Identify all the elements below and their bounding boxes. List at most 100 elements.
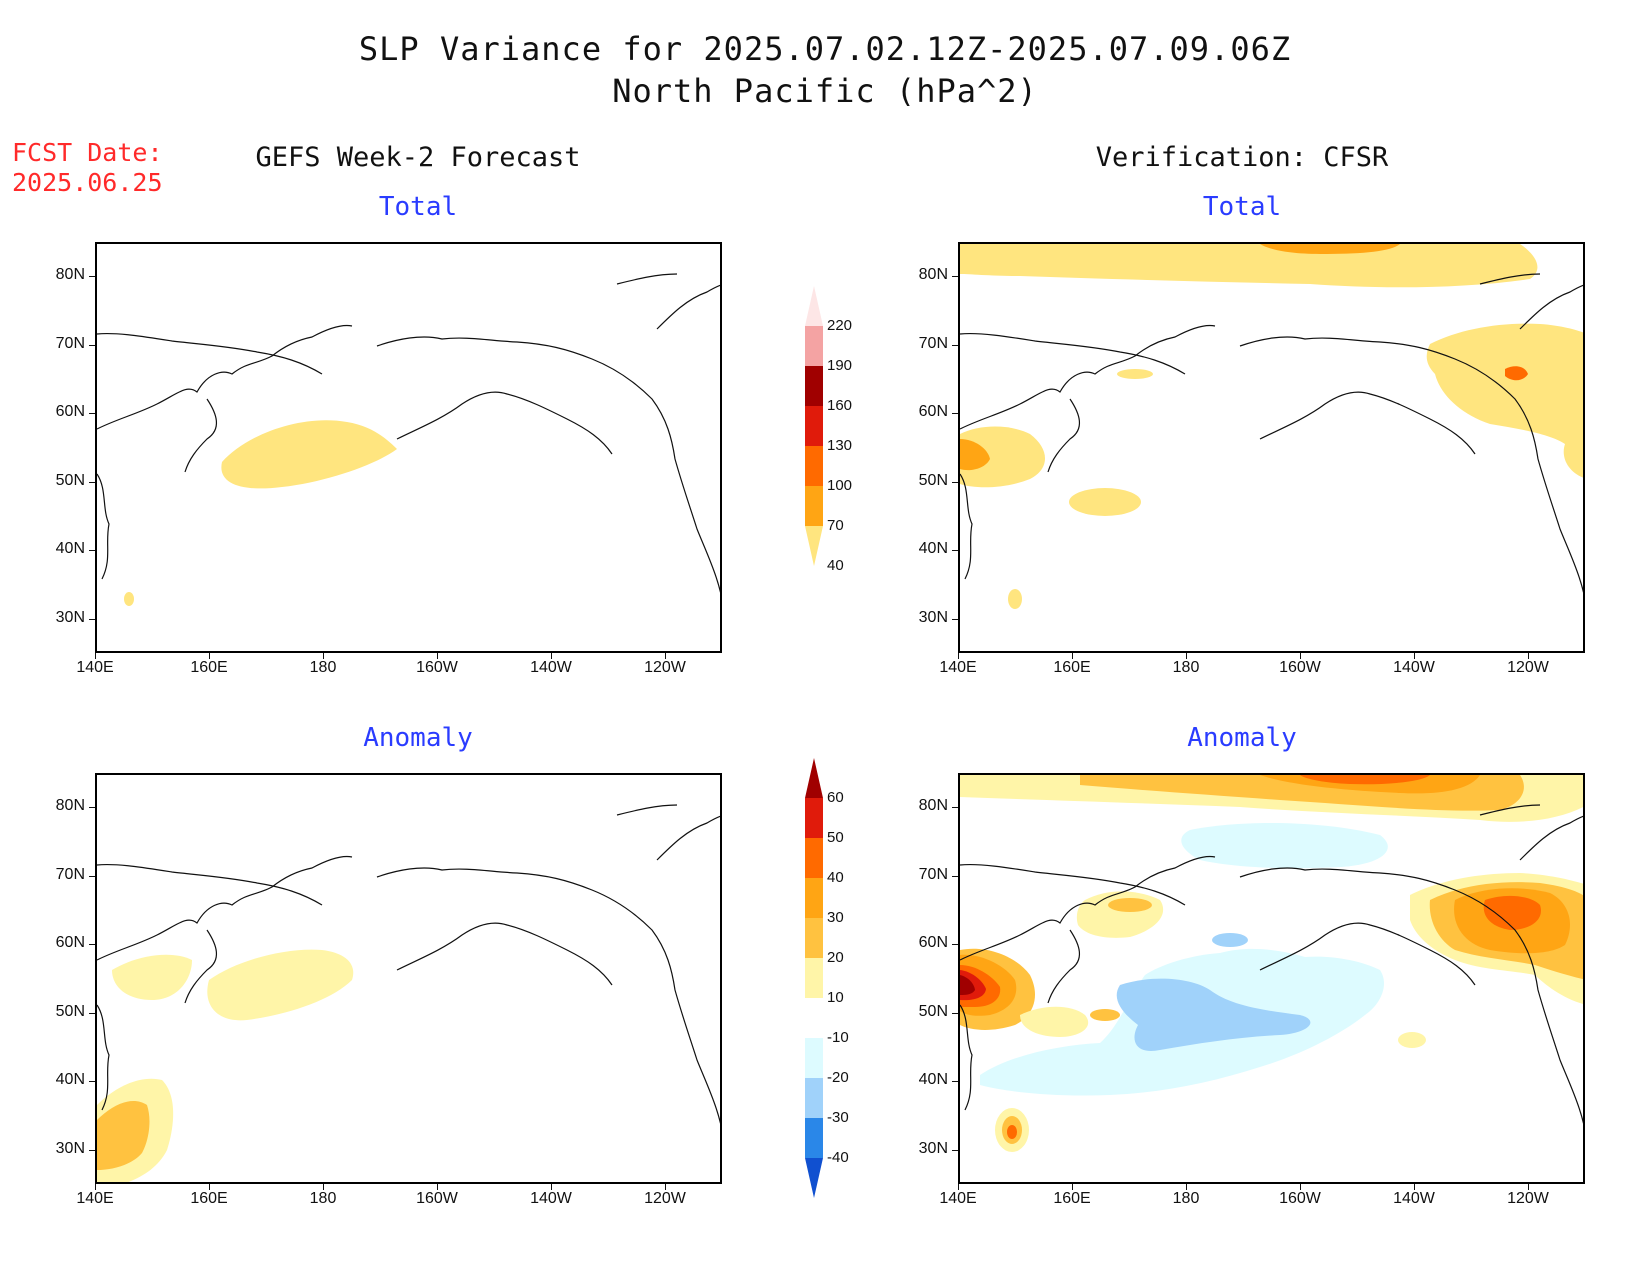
lat-tick-label-verification-anomaly: 70N xyxy=(918,865,948,883)
map-forecast-anomaly xyxy=(95,773,722,1184)
lon-tick-label-forecast-anomaly: 180 xyxy=(309,1190,337,1207)
colorbar-segment xyxy=(805,446,823,486)
lon-tick-label-forecast-total: 160E xyxy=(190,659,228,676)
lon-tick-mark xyxy=(209,653,210,659)
lon-tick-mark xyxy=(1072,653,1073,659)
lon-tick-mark xyxy=(1072,1184,1073,1190)
lon-tick-mark xyxy=(209,1184,210,1190)
lat-tick-label-forecast-anomaly: 50N xyxy=(55,1002,85,1020)
lon-tick-label-verification-anomaly: 140W xyxy=(1393,1190,1435,1207)
lon-tick-mark xyxy=(95,653,96,659)
lon-tick-label-forecast-anomaly: 160E xyxy=(190,1190,228,1207)
lat-tick-mark xyxy=(952,1013,958,1014)
lat-tick-label-verification-total: 60N xyxy=(918,403,948,421)
lat-tick-mark xyxy=(89,1013,95,1014)
map-verification-total xyxy=(958,242,1585,653)
lon-tick-mark xyxy=(1414,653,1415,659)
lat-tick-label-verification-anomaly: 30N xyxy=(918,1139,948,1157)
lat-tick-label-verification-total: 40N xyxy=(918,540,948,558)
lat-tick-label-forecast-anomaly: 70N xyxy=(55,865,85,883)
right-column-header: Verification: CFSR xyxy=(1095,142,1389,173)
lat-tick-label-forecast-total: 60N xyxy=(55,403,85,421)
shading-verification-anomaly xyxy=(960,775,1583,1152)
colorbar-label: 40 xyxy=(827,557,844,574)
lon-tick-label-forecast-anomaly: 140E xyxy=(76,1190,114,1207)
lon-tick-label-forecast-total: 120W xyxy=(644,659,686,676)
lat-tick-label-verification-anomaly: 80N xyxy=(918,797,948,815)
colorbar-segment xyxy=(805,998,823,1038)
lat-tick-mark xyxy=(89,1150,95,1151)
panel-title-verification-anomaly: Anomaly xyxy=(1187,723,1297,753)
lon-tick-mark xyxy=(551,1184,552,1190)
lon-tick-label-verification-total: 180 xyxy=(1172,659,1200,676)
shading-forecast-anomaly xyxy=(97,949,354,1182)
colorbar-segment xyxy=(805,798,823,838)
colorbar-label: -40 xyxy=(827,1149,849,1166)
panel-title-verification-total: Total xyxy=(1202,192,1282,222)
colorbar-label: -20 xyxy=(827,1069,849,1086)
lon-tick-mark xyxy=(437,653,438,659)
lon-tick-mark xyxy=(958,1184,959,1190)
lon-tick-mark xyxy=(958,653,959,659)
lon-tick-mark xyxy=(1414,1184,1415,1190)
lat-tick-mark xyxy=(952,876,958,877)
lon-tick-mark xyxy=(95,1184,96,1190)
lon-tick-label-forecast-anomaly: 160W xyxy=(416,1190,458,1207)
colorbar-segment xyxy=(805,838,823,878)
lat-tick-label-forecast-total: 70N xyxy=(55,334,85,352)
panel-title-forecast-total: Total xyxy=(378,192,458,222)
lon-tick-label-verification-anomaly: 140E xyxy=(939,1190,977,1207)
lon-tick-mark xyxy=(551,653,552,659)
colorbar-segment xyxy=(805,486,823,526)
colorbar-label: 20 xyxy=(827,949,844,966)
colorbar-label: 40 xyxy=(827,869,844,886)
lon-tick-label-forecast-anomaly: 140W xyxy=(530,1190,572,1207)
left-column-header: GEFS Week-2 Forecast xyxy=(255,142,581,173)
lat-tick-mark xyxy=(89,1081,95,1082)
lat-tick-mark xyxy=(952,1081,958,1082)
colorbar-segment xyxy=(805,958,823,998)
lat-tick-label-forecast-anomaly: 30N xyxy=(55,1139,85,1157)
lat-tick-mark xyxy=(952,276,958,277)
figure-title-line1: SLP Variance for 2025.07.02.12Z-2025.07.… xyxy=(358,30,1292,68)
colorbar-label: 220 xyxy=(827,317,853,334)
colorbar-segment xyxy=(805,1038,823,1078)
lat-tick-mark xyxy=(89,807,95,808)
lon-tick-mark xyxy=(1528,653,1529,659)
lon-tick-mark xyxy=(1300,653,1301,659)
lat-tick-mark xyxy=(89,876,95,877)
lon-tick-mark xyxy=(1528,1184,1529,1190)
colorbar-label: 50 xyxy=(827,829,844,846)
colorbar-segment xyxy=(805,366,823,406)
figure-title-line2: North Pacific (hPa^2) xyxy=(612,72,1038,110)
lat-tick-mark xyxy=(89,944,95,945)
lat-tick-label-forecast-total: 30N xyxy=(55,608,85,626)
lat-tick-label-forecast-anomaly: 80N xyxy=(55,797,85,815)
colorbar-segment xyxy=(805,326,823,366)
lon-tick-label-verification-total: 140W xyxy=(1393,659,1435,676)
lat-tick-label-verification-total: 30N xyxy=(918,608,948,626)
forecast-date-value: 2025.06.25 xyxy=(12,168,163,197)
lat-tick-mark xyxy=(952,944,958,945)
lat-tick-mark xyxy=(952,807,958,808)
lon-tick-mark xyxy=(1186,1184,1187,1190)
lon-tick-label-forecast-anomaly: 120W xyxy=(644,1190,686,1207)
lon-tick-label-forecast-total: 140E xyxy=(76,659,114,676)
lat-tick-label-forecast-total: 40N xyxy=(55,540,85,558)
colorbar-label: 60 xyxy=(827,789,844,806)
lat-tick-mark xyxy=(89,619,95,620)
lat-tick-mark xyxy=(89,276,95,277)
colorbar-label: 190 xyxy=(827,357,853,374)
lon-tick-label-verification-total: 120W xyxy=(1507,659,1549,676)
shading-verification-total xyxy=(960,244,1583,609)
lon-tick-mark xyxy=(665,653,666,659)
lat-tick-label-verification-anomaly: 60N xyxy=(918,934,948,952)
lon-tick-label-forecast-total: 180 xyxy=(309,659,337,676)
lat-tick-mark xyxy=(89,345,95,346)
lat-tick-mark xyxy=(952,482,958,483)
lon-tick-label-verification-total: 160E xyxy=(1053,659,1091,676)
lon-tick-mark xyxy=(323,1184,324,1190)
lon-tick-label-verification-anomaly: 160E xyxy=(1053,1190,1091,1207)
lat-tick-label-verification-anomaly: 50N xyxy=(918,1002,948,1020)
map-verification-anomaly xyxy=(958,773,1585,1184)
